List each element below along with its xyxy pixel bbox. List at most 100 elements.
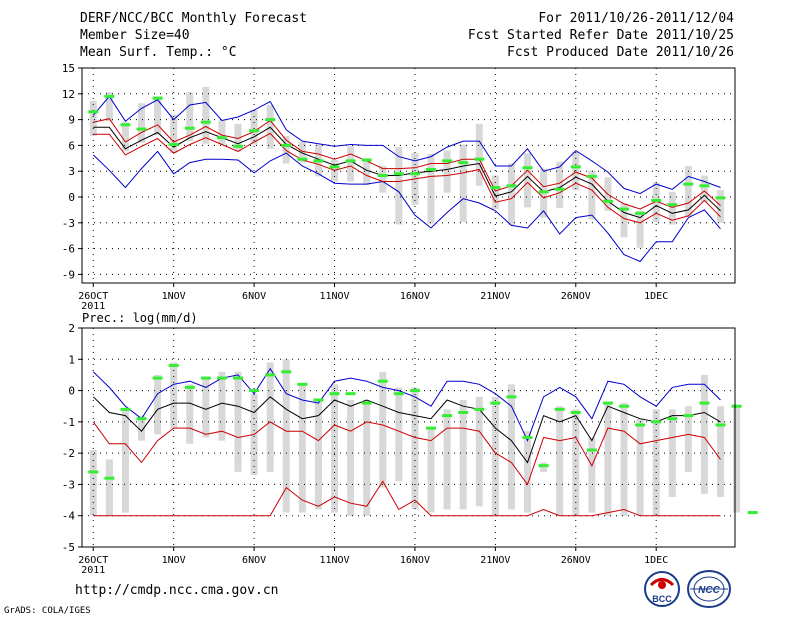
temp-xtick-label: 1NOV — [162, 291, 186, 302]
prec-spread-box — [620, 403, 628, 516]
prec-member-mark — [490, 401, 501, 405]
bcc-logo-text: BCC — [652, 594, 672, 604]
temp-spread-box — [443, 150, 451, 193]
prec-spread-box — [588, 437, 596, 513]
prec-lower-line — [92, 421, 721, 486]
prec-member-mark — [168, 364, 179, 368]
prec-member-mark — [377, 379, 388, 383]
prec-member-mark — [426, 426, 437, 430]
temp-member-mark — [635, 211, 646, 215]
temp-member-mark — [329, 165, 340, 169]
prec-xtick-label: 1NOV — [162, 555, 186, 566]
temp-spread-box — [105, 92, 113, 122]
prec-spread-box — [668, 409, 676, 497]
temp-member-mark — [426, 167, 437, 171]
temp-member-mark — [586, 174, 597, 178]
prec-member-mark — [393, 392, 404, 396]
temp-member-mark — [216, 136, 227, 140]
temp-member-mark — [715, 196, 726, 200]
prec-member-mark — [570, 410, 581, 414]
prec-xtick-label: 16NOV — [400, 555, 430, 566]
prec-ytick-label: -3 — [62, 478, 75, 491]
prec-spread-box — [395, 387, 403, 482]
prec-member-mark — [329, 392, 340, 396]
prec-xtick-label: 6NOV — [242, 555, 266, 566]
temp-member-mark — [409, 172, 420, 176]
prec-max-line — [92, 367, 721, 442]
prec-spread-box — [379, 371, 387, 488]
prec-spread-box — [138, 415, 146, 441]
temp-xtick-label: 1DEC — [644, 291, 668, 302]
temp-spread-box — [636, 210, 644, 248]
prec-member-mark — [474, 407, 485, 411]
prec-member-mark — [602, 401, 613, 405]
prec-spread-box — [556, 406, 564, 516]
member-size: Member Size=40 — [80, 28, 190, 43]
prec-frame — [81, 327, 736, 548]
prec-spread-box — [652, 409, 660, 516]
temp-xtick-label: 26NOV — [561, 291, 591, 302]
temp-spread-box — [491, 175, 499, 210]
temp-member-mark — [88, 110, 99, 114]
prec-min-line — [93, 480, 721, 517]
prec-spread-box — [89, 450, 97, 516]
temp-spread-box — [121, 122, 129, 152]
temp-max-line — [92, 150, 721, 263]
temp-member-mark — [458, 161, 469, 165]
temp-member-mark — [490, 186, 501, 190]
prec-xtick-label: 11NOV — [319, 555, 349, 566]
prec-member-mark — [297, 382, 308, 386]
temp-spread-box — [427, 154, 435, 224]
temp-member-mark — [200, 120, 211, 124]
temp-xtick-sublabel: 2011 — [81, 301, 105, 312]
temp-spread-box — [347, 146, 355, 182]
source-url[interactable]: http://cmdp.ncc.cma.gov.cn — [75, 583, 279, 598]
prec-member-mark — [522, 436, 533, 439]
prec-member-mark — [152, 376, 163, 380]
temp-mean-line — [93, 126, 721, 219]
prec-member-mark — [313, 398, 324, 402]
temp-member-mark — [361, 158, 372, 162]
prec-spread-box — [121, 409, 129, 513]
temp-member-mark — [313, 159, 324, 163]
prec-ytick-label: -4 — [62, 510, 76, 523]
temp-spread-box — [620, 203, 628, 238]
prec-ytick-label: -1 — [62, 416, 75, 429]
prec-spread-box — [218, 371, 226, 441]
prec-xtick-sublabel: 2011 — [81, 565, 105, 576]
temp-member-mark — [120, 123, 131, 127]
prec-member-mark — [731, 404, 742, 408]
temp-member-mark — [619, 207, 630, 211]
temp-member-mark — [442, 159, 453, 163]
temp-member-mark — [683, 182, 694, 186]
temp-frame — [81, 67, 736, 284]
prec-member-mark — [409, 389, 420, 393]
temp-spread-box — [684, 166, 692, 217]
temp-member-mark — [152, 96, 163, 100]
prec-member-mark — [747, 511, 758, 515]
temp-spread-box — [395, 147, 403, 225]
prec-spread-box — [443, 409, 451, 510]
prec-member-mark — [120, 407, 131, 411]
temp-spread-box — [652, 182, 660, 222]
temp-variable-label: Mean Surf. Temp.: °C — [80, 45, 237, 60]
temp-spread-box — [524, 153, 532, 208]
prec-member-mark — [281, 370, 292, 374]
temp-member-mark — [538, 190, 549, 194]
prec-spread-box — [491, 396, 499, 516]
prec-ytick-label: -5 — [62, 541, 75, 554]
temp-spread-box — [459, 144, 467, 222]
temp-member-mark — [570, 165, 581, 169]
prec-spread-box — [524, 431, 532, 513]
temp-member-mark — [184, 126, 195, 130]
forecast-started-date: Fcst Started Refer Date 2011/10/25 — [467, 28, 734, 43]
temp-member-mark — [651, 198, 662, 202]
temp-xtick-label: 16NOV — [400, 291, 430, 302]
prec-spread-box — [202, 378, 210, 438]
temp-spread-box — [218, 120, 226, 145]
temp-xtick-label: 11NOV — [319, 291, 349, 302]
temp-ytick-label: 9 — [68, 114, 75, 127]
prec-member-mark — [554, 407, 565, 411]
